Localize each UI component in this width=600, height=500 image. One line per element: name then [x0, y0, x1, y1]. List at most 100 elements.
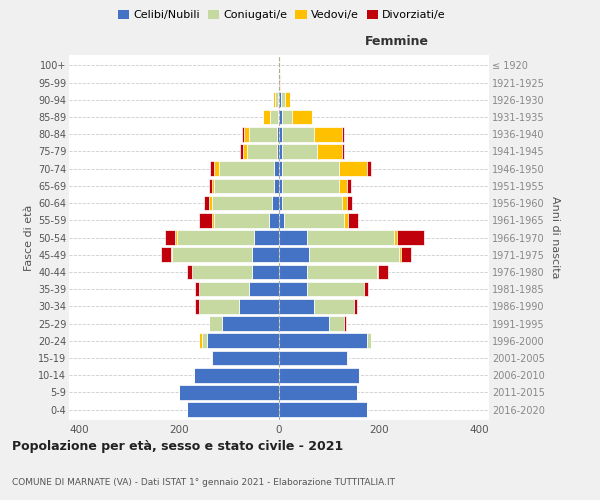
Bar [279, 196, 281, 210]
Bar [284, 213, 344, 228]
Bar [279, 213, 284, 228]
Bar [239, 299, 279, 314]
Bar [401, 248, 410, 262]
Bar [275, 92, 277, 107]
Bar [271, 196, 279, 210]
Bar [367, 334, 371, 348]
Legend: Celibi/Nubili, Coniugati/e, Vedovi/e, Divorziati/e: Celibi/Nubili, Coniugati/e, Vedovi/e, Di… [114, 6, 450, 25]
Bar [394, 230, 397, 245]
Bar [309, 248, 399, 262]
Bar [341, 144, 344, 158]
Bar [314, 299, 354, 314]
Bar [279, 144, 281, 158]
Bar [277, 144, 279, 158]
Bar [212, 350, 279, 366]
Y-axis label: Fasce di età: Fasce di età [23, 204, 34, 270]
Bar [279, 178, 281, 193]
Bar [377, 264, 388, 280]
Bar [307, 282, 364, 296]
Bar [367, 162, 371, 176]
Bar [212, 213, 214, 228]
Bar [209, 196, 212, 210]
Bar [214, 178, 274, 193]
Bar [251, 248, 279, 262]
Bar [187, 402, 279, 417]
Bar [165, 230, 175, 245]
Bar [279, 264, 307, 280]
Bar [281, 92, 284, 107]
Bar [277, 110, 279, 124]
Bar [279, 368, 359, 382]
Bar [249, 127, 277, 142]
Bar [179, 385, 279, 400]
Bar [339, 162, 367, 176]
Bar [292, 110, 311, 124]
Bar [280, 75, 281, 90]
Bar [279, 385, 356, 400]
Bar [281, 178, 339, 193]
Text: Femmine: Femmine [365, 34, 428, 48]
Bar [281, 127, 314, 142]
Bar [279, 230, 307, 245]
Bar [347, 196, 352, 210]
Bar [281, 144, 317, 158]
Bar [161, 248, 170, 262]
Bar [317, 144, 341, 158]
Bar [307, 230, 394, 245]
Bar [211, 350, 212, 366]
Bar [209, 316, 221, 331]
Bar [279, 350, 347, 366]
Bar [249, 282, 279, 296]
Bar [199, 299, 239, 314]
Y-axis label: Anni di nascita: Anni di nascita [550, 196, 560, 279]
Bar [212, 178, 214, 193]
Bar [244, 127, 249, 142]
Bar [279, 127, 281, 142]
Bar [219, 162, 274, 176]
Bar [347, 178, 350, 193]
Bar [279, 316, 329, 331]
Bar [277, 127, 279, 142]
Bar [364, 282, 368, 296]
Text: COMUNE DI MARNATE (VA) - Dati ISTAT 1° gennaio 2021 - Elaborazione TUTTITALIA.IT: COMUNE DI MARNATE (VA) - Dati ISTAT 1° g… [12, 478, 395, 487]
Bar [270, 110, 277, 124]
Bar [281, 110, 292, 124]
Bar [307, 264, 377, 280]
Bar [397, 230, 424, 245]
Bar [199, 282, 249, 296]
Bar [284, 92, 290, 107]
Bar [175, 230, 176, 245]
Bar [221, 316, 279, 331]
Bar [214, 213, 269, 228]
Bar [210, 162, 214, 176]
Bar [251, 264, 279, 280]
Bar [279, 334, 367, 348]
Bar [274, 162, 279, 176]
Bar [209, 178, 212, 193]
Bar [269, 213, 279, 228]
Bar [399, 248, 401, 262]
Bar [344, 213, 348, 228]
Bar [354, 299, 356, 314]
Bar [314, 127, 341, 142]
Bar [348, 213, 358, 228]
Bar [329, 316, 344, 331]
Bar [241, 127, 244, 142]
Bar [187, 264, 191, 280]
Bar [206, 334, 279, 348]
Bar [279, 402, 367, 417]
Bar [195, 299, 199, 314]
Bar [272, 92, 275, 107]
Bar [191, 264, 251, 280]
Text: Popolazione per età, sesso e stato civile - 2021: Popolazione per età, sesso e stato civil… [12, 440, 343, 453]
Bar [339, 178, 347, 193]
Bar [199, 334, 202, 348]
Bar [341, 196, 347, 210]
Bar [279, 162, 281, 176]
Bar [274, 178, 279, 193]
Bar [202, 334, 206, 348]
Bar [279, 248, 309, 262]
Bar [212, 196, 271, 210]
Bar [199, 213, 212, 228]
Bar [242, 144, 247, 158]
